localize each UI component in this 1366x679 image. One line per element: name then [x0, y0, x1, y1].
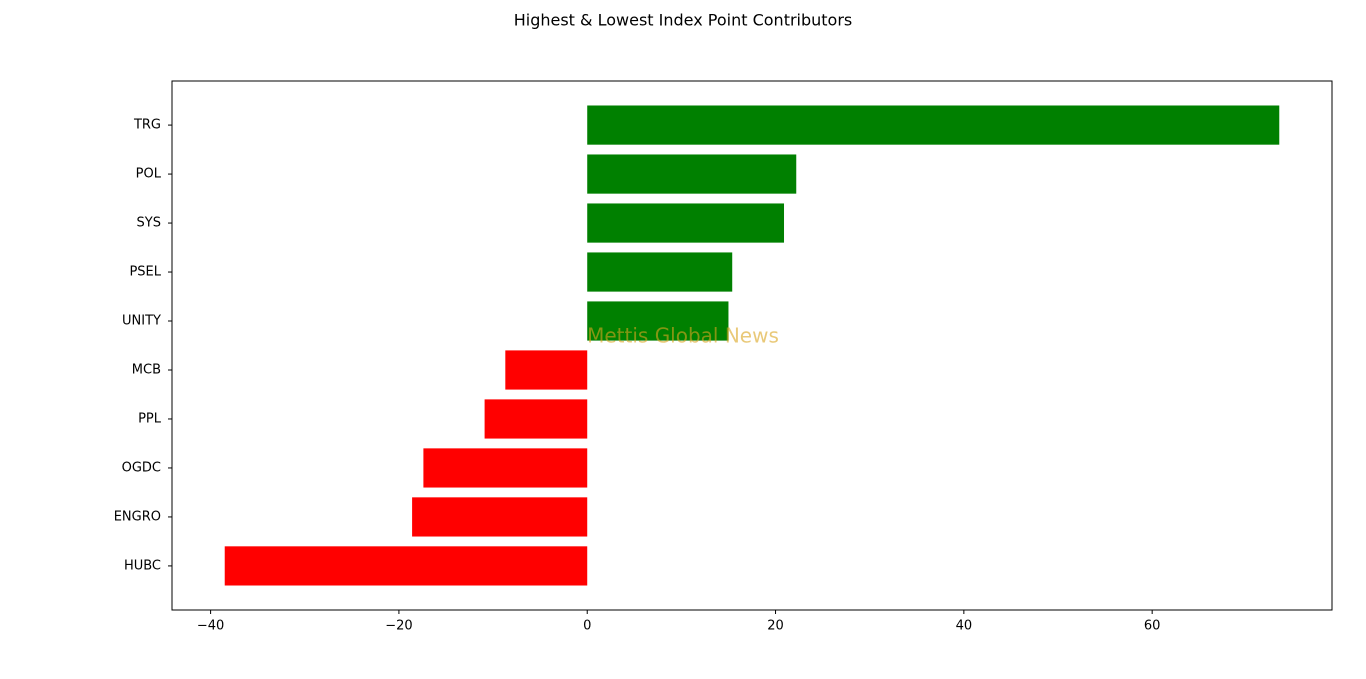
y-tick-label: SYS [137, 216, 161, 231]
bar [587, 105, 1280, 145]
bar [484, 399, 588, 439]
bar [423, 448, 588, 488]
watermark: Mettis Global News [587, 324, 779, 348]
bar [587, 301, 729, 341]
chart-title: Highest & Lowest Index Point Contributor… [514, 11, 853, 30]
y-tick-label: OGDC [122, 460, 161, 475]
bar [587, 252, 733, 292]
bar [505, 350, 588, 390]
y-tick-label: POL [136, 167, 162, 182]
x-tick-label: 60 [1144, 619, 1161, 634]
y-tick-label: UNITY [122, 314, 161, 329]
y-tick-label: HUBC [124, 558, 161, 573]
x-tick-label: 0 [583, 619, 591, 634]
bar [587, 203, 785, 243]
y-tick-label: TRG [133, 118, 161, 133]
x-tick-label: 40 [956, 619, 973, 634]
plot-frame [171, 80, 1333, 611]
y-tick-label: MCB [132, 362, 161, 377]
x-tick-label: −40 [197, 619, 224, 634]
bar [412, 497, 588, 537]
y-tick-label: PPL [138, 411, 162, 426]
y-tick-label: PSEL [129, 265, 161, 280]
bar [587, 154, 797, 194]
x-tick-label: 20 [767, 619, 784, 634]
y-tick-label: ENGRO [114, 509, 161, 524]
x-tick-label: −20 [385, 619, 412, 634]
bar [224, 546, 588, 586]
